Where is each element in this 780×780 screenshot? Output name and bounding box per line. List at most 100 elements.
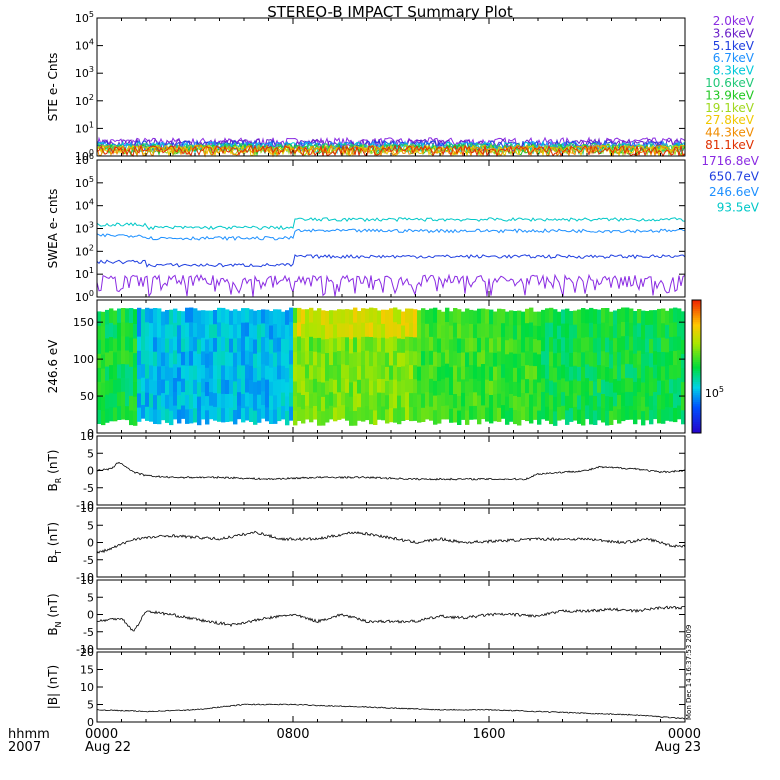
heatmap-cell	[465, 337, 470, 353]
heatmap-cell	[181, 324, 186, 339]
heatmap-cell	[593, 410, 598, 425]
bmag-ytick-label: 0	[87, 716, 94, 729]
heatmap-cell	[125, 364, 130, 379]
heatmap-cell	[521, 352, 526, 366]
heatmap-cell	[401, 407, 406, 421]
heatmap-cell	[341, 404, 346, 419]
heatmap-cell	[621, 307, 626, 322]
heatmap-cell	[549, 307, 554, 323]
heatmap-cell	[577, 409, 582, 424]
heatmap-cell	[209, 405, 214, 420]
heatmap-cell	[257, 394, 262, 409]
heatmap-cell	[489, 337, 494, 353]
colorbar-step	[692, 417, 701, 421]
heatmap-cell	[425, 391, 430, 406]
heatmap-cell	[585, 336, 590, 351]
swea-series-2	[96, 228, 686, 241]
heatmap-cell	[581, 322, 586, 338]
heatmap-cell	[149, 365, 154, 380]
heatmap-cell	[609, 368, 614, 383]
heatmap-cell	[457, 323, 462, 339]
heatmap-cell	[173, 308, 178, 323]
heatmap-cell	[301, 337, 306, 353]
heatmap-cell	[253, 367, 258, 383]
colorbar-step	[692, 395, 701, 398]
heatmap-cell	[601, 379, 606, 394]
heatmap-cell	[205, 395, 210, 411]
ste-legend-entry: 13.9keV	[705, 88, 755, 102]
heatmap-cell	[653, 364, 658, 379]
heatmap-cell	[677, 308, 682, 323]
heatmap-cell	[321, 353, 326, 369]
heatmap-cell	[177, 409, 182, 424]
heatmap-cell	[309, 364, 314, 380]
heatmap-cell	[589, 336, 594, 352]
heatmap-cell	[633, 409, 638, 425]
heatmap-cell	[681, 409, 686, 425]
heatmap-cell	[585, 350, 590, 365]
heatmap-cell	[461, 365, 466, 380]
heatmap-cell	[553, 309, 558, 325]
heatmap-cell	[657, 365, 662, 381]
heatmap-cell	[197, 367, 202, 383]
heatmap-cell	[525, 336, 530, 352]
colorbar-step	[692, 377, 701, 381]
heatmap-cell	[413, 323, 418, 338]
heatmap-cell	[365, 322, 370, 337]
heatmap-cell	[453, 322, 458, 337]
heatmap-cell	[137, 322, 142, 337]
swea-series-0	[96, 273, 686, 298]
heatmap-cell	[217, 407, 222, 422]
heatmap-cell	[129, 337, 134, 353]
heatmap-cell	[113, 393, 118, 408]
br-ytick-label: 10	[80, 430, 94, 443]
heatmap-cell	[449, 366, 454, 382]
heatmap-cell	[109, 392, 114, 408]
heatmap-cell	[225, 323, 230, 338]
heatmap-cell	[109, 406, 114, 422]
heatmap-cell	[437, 309, 442, 325]
colorbar-step	[692, 311, 701, 314]
heatmap-cell	[309, 336, 314, 351]
swea-ytick-label: 104	[75, 198, 94, 213]
heatmap-cell	[545, 336, 550, 351]
heatmap-cell	[289, 335, 294, 351]
heatmap-cell	[509, 393, 514, 408]
heatmap-cell	[429, 364, 434, 379]
heatmap-cell	[413, 406, 418, 421]
ste-ylabel: STE e- Cnts	[46, 53, 60, 122]
heatmap-cell	[425, 364, 430, 379]
heatmap-cell	[437, 366, 442, 382]
colorbar-step	[692, 393, 701, 396]
heatmap-cell	[113, 407, 118, 422]
heatmap-cell	[185, 394, 190, 410]
heatmap-cell	[433, 366, 438, 381]
heatmap-cell	[329, 337, 334, 352]
heatmap-cell	[609, 396, 614, 411]
heatmap-cell	[329, 310, 334, 325]
heatmap-cell	[181, 391, 186, 406]
heatmap-cell	[417, 408, 422, 423]
heatmap-cell	[401, 338, 406, 353]
heatmap-cell	[377, 337, 382, 352]
heatmap-cell	[585, 364, 590, 379]
heatmap-cell	[337, 364, 342, 379]
heatmap-cell	[509, 338, 514, 353]
heatmap-cell	[249, 309, 254, 324]
heatmap-cell	[225, 379, 230, 394]
heatmap-cell	[169, 338, 174, 354]
heatmap-cell	[353, 351, 358, 367]
heatmap-cell	[429, 378, 434, 393]
heatmap-cell	[353, 307, 358, 323]
heatmap-cell	[393, 408, 398, 423]
bn-ytick-label: 5	[87, 591, 94, 604]
heatmap-cell	[625, 377, 630, 392]
heatmap-cell	[277, 365, 282, 380]
heatmap-cell	[301, 323, 306, 339]
heatmap-cell	[449, 380, 454, 395]
heatmap-cell	[613, 310, 618, 325]
heatmap-cell	[493, 366, 498, 381]
heatmap-cell	[381, 323, 386, 338]
heatmap-cell	[145, 378, 150, 393]
swea-ytick-label: 103	[75, 221, 94, 236]
